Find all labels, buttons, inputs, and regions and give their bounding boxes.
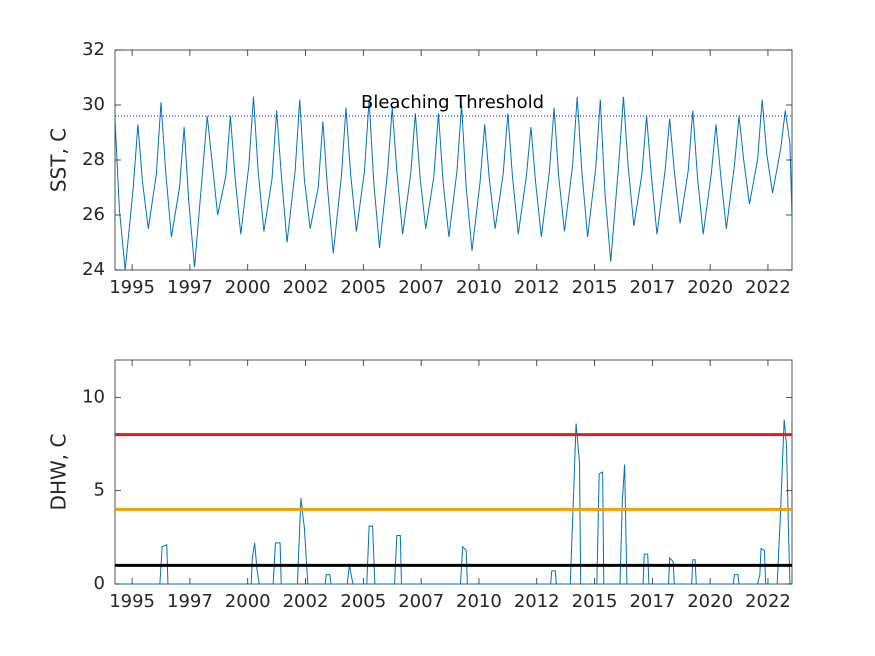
x-tick-label: 2012	[514, 591, 560, 612]
y-tick-label: 32	[82, 39, 105, 60]
y-tick-label: 0	[94, 573, 105, 594]
x-tick-label: 1995	[109, 591, 155, 612]
x-tick-label: 2022	[745, 277, 791, 298]
annotation: Bleaching Threshold	[361, 92, 544, 113]
y-axis-label: DHW, C	[47, 434, 71, 511]
x-tick-label: 1995	[109, 277, 155, 298]
x-tick-label: 2012	[514, 277, 560, 298]
y-tick-label: 24	[82, 259, 105, 280]
x-tick-label: 2007	[398, 277, 444, 298]
x-tick-label: 2010	[456, 277, 502, 298]
y-tick-label: 28	[82, 149, 105, 170]
x-tick-label: 2020	[687, 277, 733, 298]
x-tick-label: 2000	[225, 277, 271, 298]
y-tick-label: 10	[82, 386, 105, 407]
x-tick-label: 2015	[572, 591, 618, 612]
x-tick-label: 2020	[687, 591, 733, 612]
x-tick-label: 1997	[167, 277, 213, 298]
x-tick-label: 2005	[340, 277, 386, 298]
y-tick-label: 5	[94, 480, 105, 501]
y-tick-label: 30	[82, 94, 105, 115]
x-tick-label: 2005	[340, 591, 386, 612]
x-tick-label: 2007	[398, 591, 444, 612]
x-tick-label: 2015	[572, 277, 618, 298]
y-tick-label: 26	[82, 204, 105, 225]
plot-area	[114, 49, 793, 271]
x-tick-label: 1997	[167, 591, 213, 612]
x-tick-label: 2002	[283, 277, 329, 298]
x-tick-label: 2022	[745, 591, 791, 612]
data-line	[114, 96, 793, 271]
x-tick-label: 2017	[629, 277, 675, 298]
x-tick-label: 2000	[225, 591, 271, 612]
x-tick-label: 2017	[629, 591, 675, 612]
y-axis-label: SST, C	[47, 128, 71, 192]
x-tick-label: 2010	[456, 591, 502, 612]
plot-area	[114, 359, 793, 585]
x-tick-label: 2002	[283, 591, 329, 612]
data-line	[115, 419, 792, 585]
